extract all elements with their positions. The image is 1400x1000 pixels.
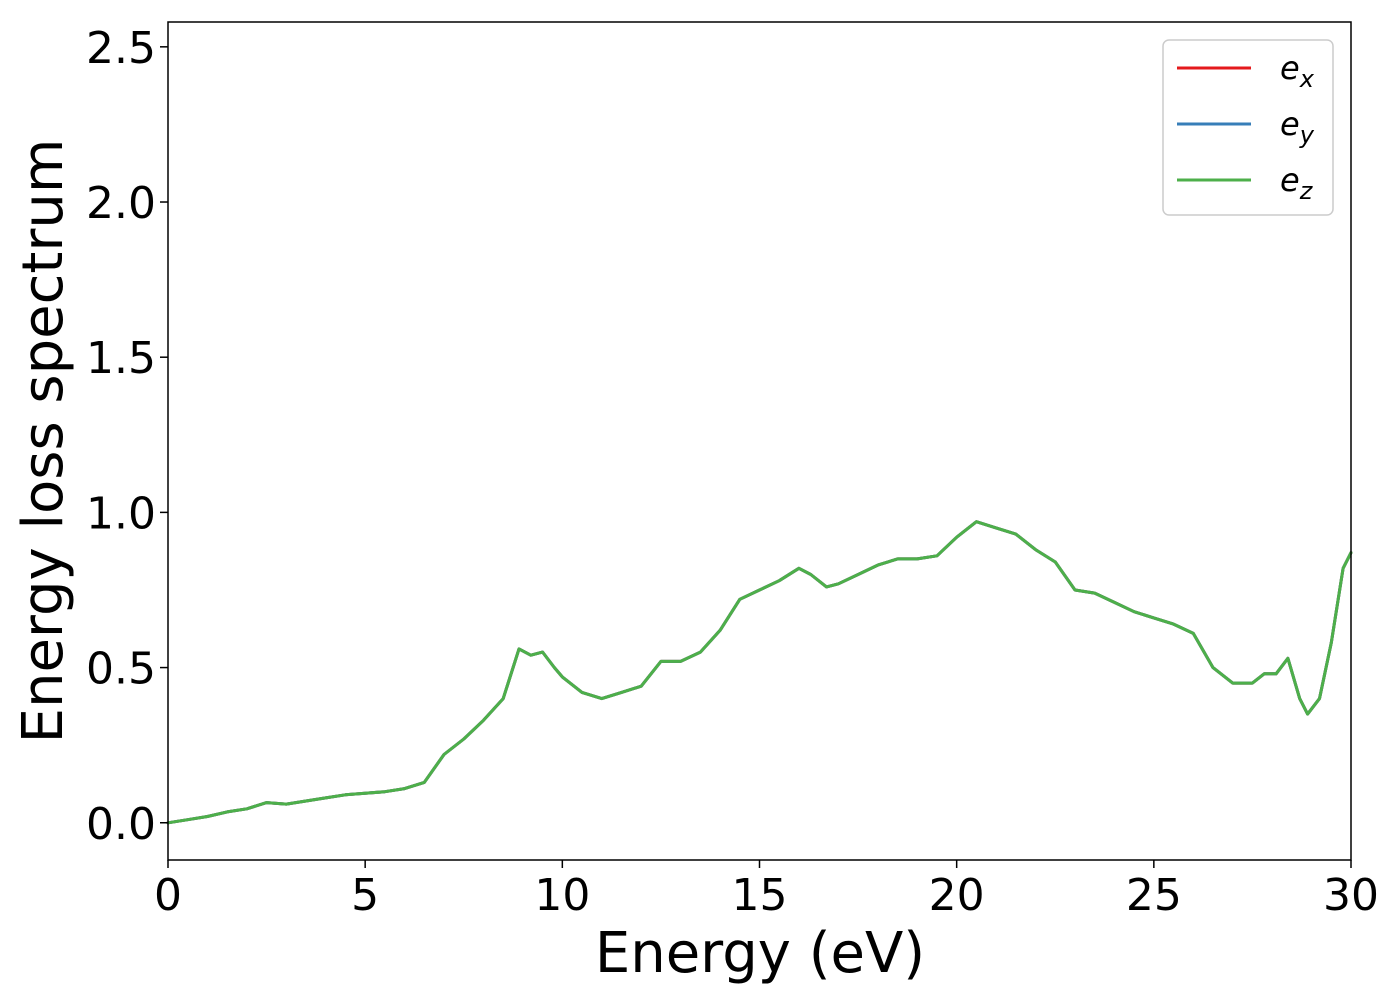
legend-label-e-y: ey: [1280, 105, 1315, 149]
x-tick-label: 25: [1126, 870, 1182, 921]
y-tick-label: 2.0: [86, 178, 156, 229]
legend-frame: [1162, 39, 1334, 216]
series-layer: [166, 520, 1353, 825]
x-axis-ticks: 0 5 10 15 20 25 30: [154, 860, 1379, 921]
legend-label-e-x: ex: [1280, 49, 1315, 93]
y-tick-label: 1.5: [86, 333, 156, 384]
y-axis-ticks: 0.0 0.5 1.0 1.5 2.0 2.5: [86, 23, 168, 850]
x-tick-label: 10: [534, 870, 590, 921]
plot-frame: [167, 21, 1352, 861]
legend-label-e-z: ez: [1280, 161, 1314, 205]
plot-area: [168, 22, 1351, 860]
x-tick-label: 20: [929, 870, 985, 921]
legend-items: ex ey ez: [1177, 49, 1315, 205]
y-tick-label: 1.0: [86, 488, 156, 539]
x-tick-label: 0: [154, 870, 182, 921]
y-axis-title: Energy loss spectrum: [11, 139, 76, 744]
y-tick-label: 0.0: [86, 799, 156, 850]
series-line-e-z: [166, 520, 1353, 825]
legend: ex ey ez: [1162, 39, 1334, 216]
y-tick-label: 2.5: [86, 23, 156, 74]
x-axis-title: Energy (eV): [595, 921, 925, 986]
x-tick-label: 5: [351, 870, 379, 921]
x-tick-label: 30: [1323, 870, 1379, 921]
y-tick-label: 0.5: [86, 644, 156, 695]
x-tick-label: 15: [732, 870, 788, 921]
